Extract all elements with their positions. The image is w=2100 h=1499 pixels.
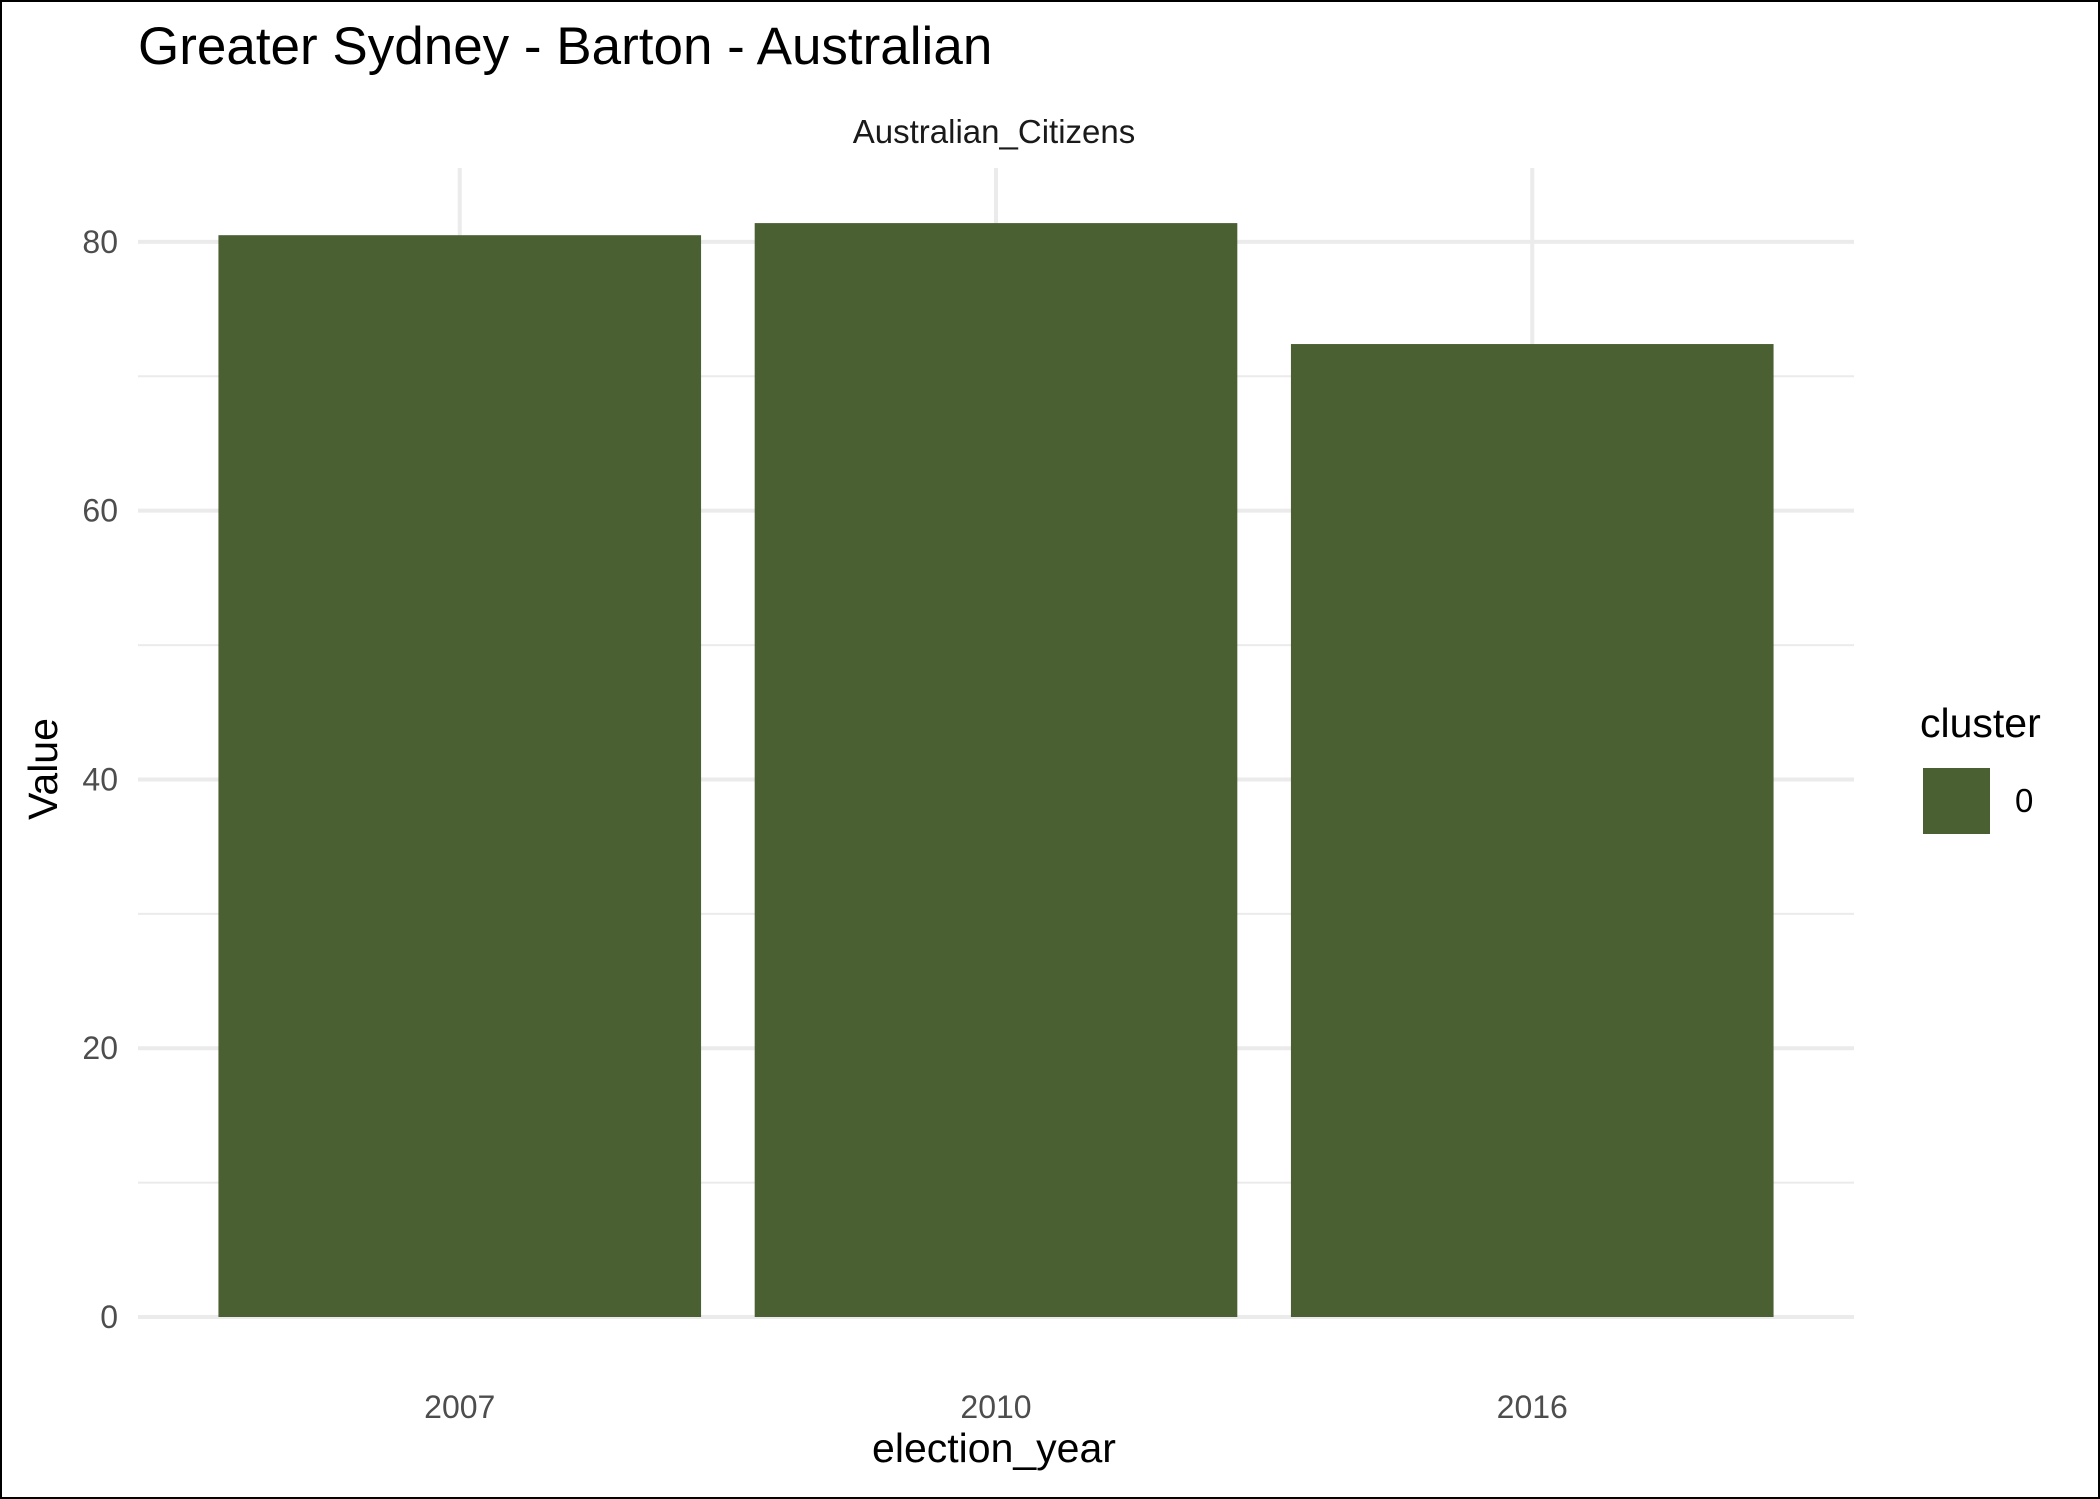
bar: [754, 223, 1238, 1317]
x-axis-ticks: 2007 2010 2016: [424, 1389, 1568, 1425]
bar: [1290, 344, 1774, 1317]
y-axis-label: Value: [20, 718, 66, 820]
y-tick-label: 20: [82, 1030, 118, 1066]
legend-entry-label: 0: [2015, 782, 2033, 819]
facet-strip-label: Australian_Citizens: [853, 113, 1135, 150]
legend-key-swatch: [1923, 768, 1990, 834]
y-tick-label: 80: [82, 224, 118, 260]
bar: [218, 235, 702, 1317]
y-tick-label: 60: [82, 493, 118, 529]
legend-title: cluster: [1920, 700, 2041, 746]
y-tick-label: 40: [82, 761, 118, 797]
x-tick-label: 2007: [424, 1389, 495, 1425]
x-tick-label: 2010: [960, 1389, 1031, 1425]
bars: [218, 223, 1774, 1317]
y-tick-label: 0: [100, 1299, 118, 1335]
x-axis-label: election_year: [872, 1425, 1116, 1471]
legend: cluster 0: [1920, 700, 2041, 834]
y-axis-ticks: 0 20 40 60 80: [82, 224, 118, 1335]
chart-title: Greater Sydney - Barton - Australian: [138, 17, 992, 76]
x-tick-label: 2016: [1497, 1389, 1568, 1425]
